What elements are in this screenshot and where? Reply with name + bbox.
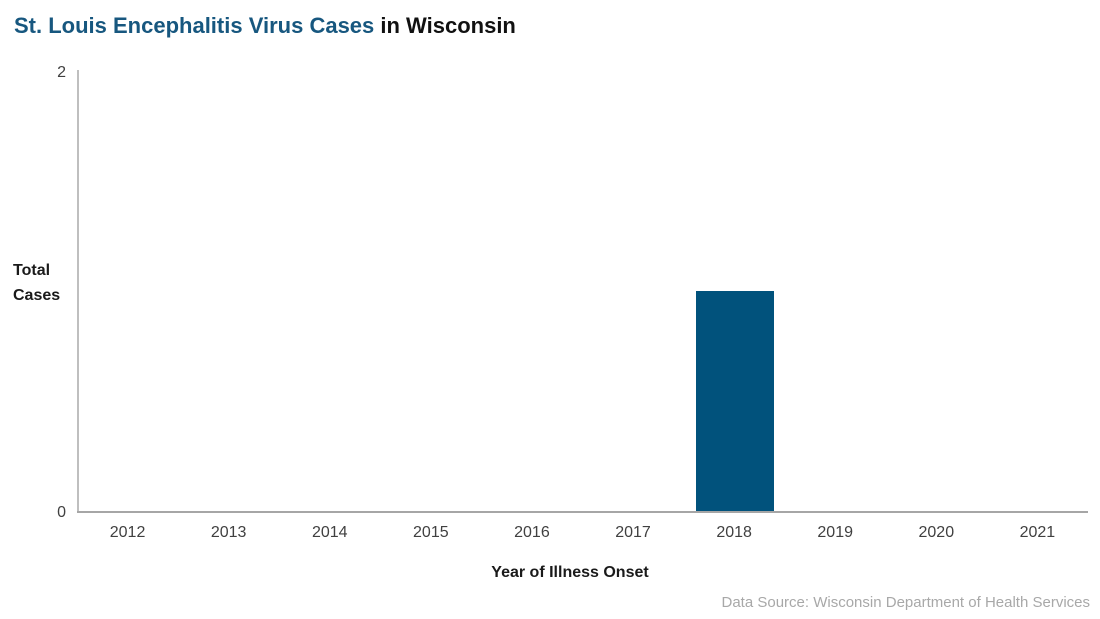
y-axis-title: Total Cases [13, 258, 60, 308]
x-axis-tick-labels: 2012 2013 2014 2015 2016 2017 2018 2019 2020 2021 [77, 523, 1088, 543]
bar-slot-2017 [584, 71, 685, 511]
y-tick-max: 2 [57, 64, 66, 81]
y-axis-line [77, 70, 79, 513]
bar-slot-2012 [79, 71, 180, 511]
bar-slot-2014 [281, 71, 382, 511]
x-tick-2016: 2016 [514, 524, 550, 541]
x-tick-2015: 2015 [413, 524, 449, 541]
bar-slot-2013 [180, 71, 281, 511]
y-axis-title-line2: Cases [13, 287, 61, 304]
bar-slot-2019 [785, 71, 886, 511]
x-axis-title: Year of Illness Onset [491, 564, 649, 581]
x-tick-2018: 2018 [716, 524, 752, 541]
plot-area [79, 71, 1088, 511]
x-axis-line [77, 511, 1088, 513]
y-tick-min: 0 [57, 504, 66, 521]
x-tick-2013: 2013 [210, 524, 247, 541]
x-tick-2021: 2021 [1019, 524, 1056, 541]
bar-slot-2015 [382, 71, 483, 511]
x-tick-2014: 2014 [311, 524, 348, 541]
y-axis-title-line1: Total [13, 262, 51, 279]
bar-slot-2021 [987, 71, 1088, 511]
chart-title: St. Louis Encephalitis Virus Cases in Wi… [14, 13, 516, 39]
x-tick-2019: 2019 [817, 524, 853, 541]
chart-title-suffix: in Wisconsin [374, 13, 516, 38]
chart-title-main: St. Louis Encephalitis Virus Cases [14, 13, 375, 38]
bar-2018 [695, 291, 775, 511]
x-tick-2012: 2012 [109, 524, 146, 541]
x-tick-2020: 2020 [918, 524, 955, 541]
x-tick-2017: 2017 [615, 524, 651, 541]
bar-slot-2020 [886, 71, 987, 511]
bar-slot-2016 [483, 71, 584, 511]
data-source-note: Data Source: Wisconsin Department of Hea… [721, 594, 1091, 611]
bar-slot-2018 [684, 71, 785, 511]
